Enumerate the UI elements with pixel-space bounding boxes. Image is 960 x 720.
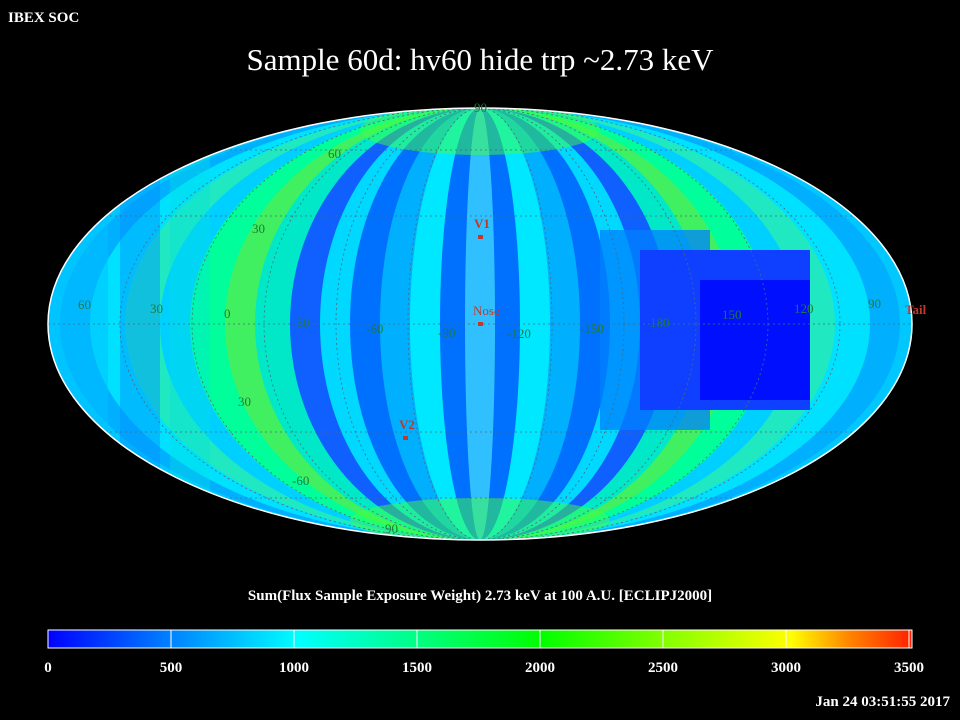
graticule: [48, 108, 912, 540]
v1-marker: [478, 235, 483, 239]
colorbar-tick-label: 2500: [648, 660, 678, 676]
nose-marker: [478, 322, 483, 326]
colorbar-tick-label: 1500: [402, 660, 432, 676]
lat-label: 60: [328, 146, 341, 161]
map-title: Sample 60d: hv60 hide trp ~2.73 keV: [246, 42, 714, 77]
timestamp: Jan 24 03:51:55 2017: [815, 694, 950, 710]
colorbar-tick-label: 1000: [279, 660, 309, 676]
colorbar-tick-label: 3500: [894, 660, 924, 676]
v2-marker: [403, 436, 408, 440]
colorbar-tick-label: 500: [159, 660, 183, 676]
lat-label: 90: [385, 521, 398, 536]
v1-label: V1: [474, 216, 490, 231]
corner-label: IBEX SOC: [8, 10, 80, 26]
map-boundary: [47, 107, 913, 541]
nose-label: Nose: [473, 303, 500, 318]
lat-label: 30: [252, 221, 265, 236]
lat-label: 30: [238, 394, 251, 409]
lon-label: 90: [868, 296, 881, 311]
colorbar-tick-label: 2000: [525, 660, 555, 676]
lon-label: 150: [722, 307, 742, 322]
lat-label: -60: [292, 473, 309, 488]
lon-label: 60: [78, 297, 91, 312]
colorbar-tick-label: 3000: [771, 660, 801, 676]
colorbar-title: Sum(Flux Sample Exposure Weight) 2.73 ke…: [247, 588, 713, 604]
colorbar: [48, 630, 912, 648]
lon-label: 0: [224, 306, 231, 321]
v2-label: V2: [399, 417, 415, 432]
lon-label: -60: [366, 321, 383, 336]
lon-label: 120: [794, 301, 814, 316]
lon-label: -150: [580, 321, 604, 336]
lon-label: 30: [150, 301, 163, 316]
lon-label: 180: [650, 315, 670, 330]
lon-label: -30: [292, 315, 309, 330]
lon-label: -120: [507, 326, 531, 341]
lat-label: 90: [474, 100, 487, 115]
tail-label: Tail: [905, 302, 927, 317]
colorbar-tick-label: 0: [44, 660, 52, 676]
lon-label: -90: [438, 325, 455, 340]
